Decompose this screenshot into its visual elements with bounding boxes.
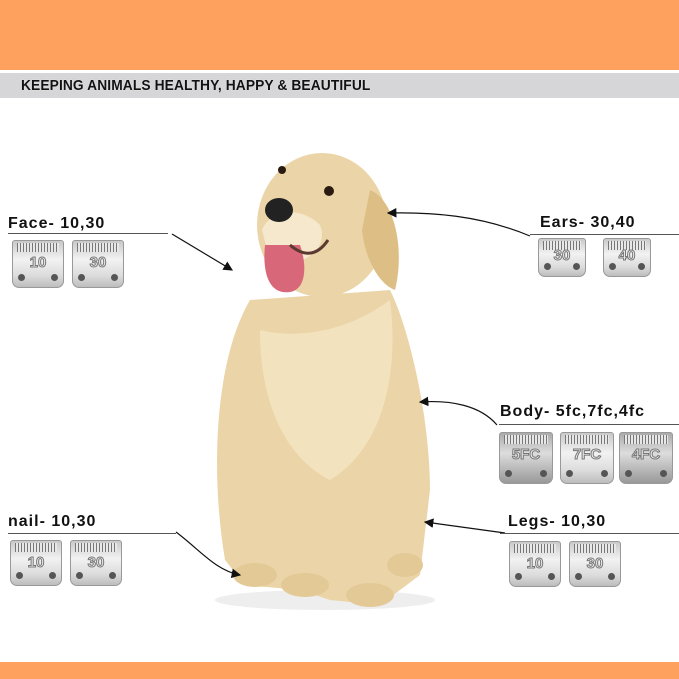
bottom-orange-band — [0, 662, 679, 679]
blade-face-10: 10 — [12, 240, 64, 288]
ears-rule — [530, 234, 679, 235]
blade-nail-10: 10 — [10, 540, 62, 586]
blade-face-30: 30 — [72, 240, 124, 288]
nail-label: nail- 10,30 — [8, 513, 97, 530]
legs-rule — [500, 533, 679, 534]
ears-label: Ears- 30,40 — [540, 214, 636, 231]
blade-ears-30: 30 — [538, 238, 586, 277]
top-orange-band — [0, 0, 679, 70]
legs-arrow — [423, 518, 506, 534]
body-arrow — [418, 396, 498, 426]
blade-body-7fc: 7FC — [560, 432, 614, 484]
tagline: KEEPING ANIMALS HEALTHY, HAPPY & BEAUTIF… — [21, 77, 371, 94]
golden-retriever-image — [215, 153, 435, 610]
legs-label: Legs- 10,30 — [508, 513, 607, 530]
nail-arrow — [175, 531, 242, 579]
body-label: Body- 5fc,7fc,4fc — [500, 403, 646, 420]
ears-arrow — [386, 208, 531, 237]
blade-ears-40: 40 — [603, 238, 651, 277]
face-label: Face- 10,30 — [8, 215, 106, 232]
tagline-banner: KEEPING ANIMALS HEALTHY, HAPPY & BEAUTIF… — [0, 73, 679, 98]
face-rule — [8, 233, 168, 234]
nail-rule — [8, 533, 176, 534]
blade-legs-30: 30 — [569, 541, 621, 587]
blade-legs-10: 10 — [509, 541, 561, 587]
blade-body-4fc: 4FC — [619, 432, 673, 484]
face-arrow — [171, 233, 234, 271]
blade-nail-30: 30 — [70, 540, 122, 586]
body-rule — [499, 424, 679, 425]
blade-body-5fc: 5FC — [499, 432, 553, 484]
